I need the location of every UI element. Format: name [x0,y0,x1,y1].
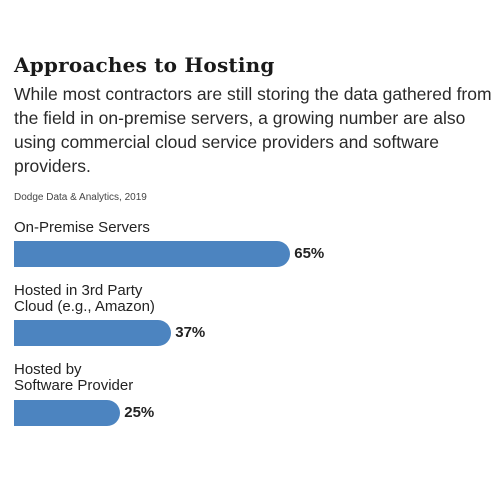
value-label: 25% [124,404,155,421]
chart-subtitle: While most contractors are still storing… [14,84,492,176]
category-label: On-Premise Servers [14,219,150,236]
value-label: 65% [294,245,325,262]
bar [14,241,291,267]
value-label: 37% [175,324,206,341]
bar [14,400,121,426]
bar [14,320,172,346]
chart-source: Dodge Data & Analytics, 2019 [14,192,147,203]
category-label: Hosted in 3rd Party Cloud (e.g., Amazon) [14,282,155,315]
category-label: Hosted by Software Provider [14,361,134,394]
chart-title: Approaches to Hosting [14,53,275,77]
